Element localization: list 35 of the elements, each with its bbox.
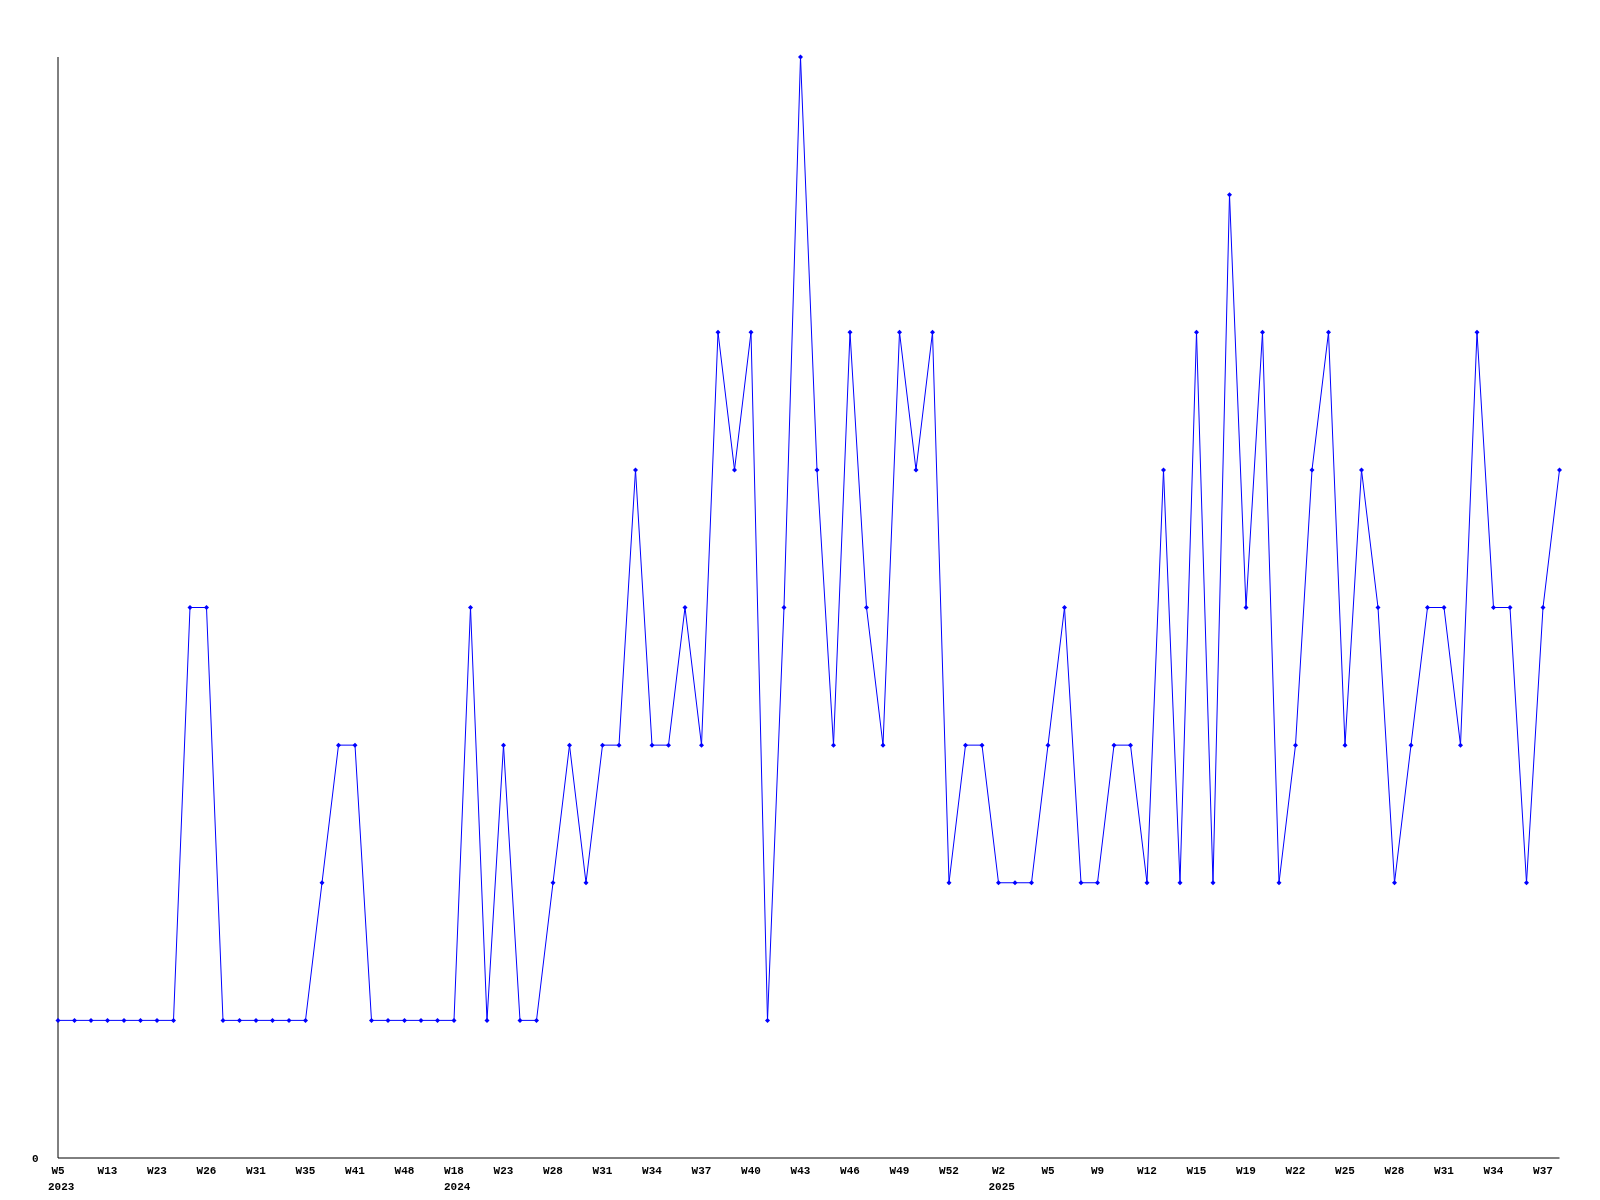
x-tick-label: W35 bbox=[295, 1165, 316, 1177]
x-tick-label: W23 bbox=[493, 1165, 514, 1177]
x-tick-label: W22 bbox=[1285, 1165, 1306, 1177]
x-tick-label: W31 bbox=[592, 1165, 613, 1177]
x-tick-label: W2 bbox=[991, 1165, 1006, 1177]
x-tick-label: W25 bbox=[1335, 1165, 1356, 1177]
x-tick-label: W52 bbox=[939, 1165, 959, 1177]
x-tick-label: W12 bbox=[1137, 1165, 1157, 1177]
x-tick-label: W37 bbox=[1533, 1165, 1553, 1177]
text: 2025 bbox=[988, 1181, 1016, 1193]
text: 2024 bbox=[444, 1181, 471, 1193]
text: 2023 bbox=[48, 1181, 75, 1193]
x-tick-label: W19 bbox=[1236, 1165, 1256, 1177]
x-tick-label: W43 bbox=[790, 1165, 811, 1177]
text: 0 bbox=[32, 1153, 39, 1165]
x-tick-label: W26 bbox=[196, 1165, 217, 1177]
x-tick-label: W28 bbox=[543, 1165, 564, 1177]
x-tick-label: W37 bbox=[691, 1165, 712, 1177]
x-tick-label: W5 bbox=[51, 1165, 65, 1177]
x-tick-label: W46 bbox=[840, 1165, 860, 1177]
x-tick-label: W23 bbox=[147, 1165, 168, 1177]
x-tick-label: W15 bbox=[1186, 1165, 1207, 1177]
x-tick-label: W34 bbox=[1483, 1165, 1504, 1177]
x-tick-label: W49 bbox=[889, 1165, 910, 1177]
x-tick-label: W9 bbox=[1090, 1165, 1105, 1177]
x-tick-label: W28 bbox=[1384, 1165, 1405, 1177]
x-tick-label: W31 bbox=[246, 1165, 267, 1177]
x-tick-label: W31 bbox=[1434, 1165, 1455, 1177]
x-tick-label: W34 bbox=[642, 1165, 663, 1177]
x-tick-label: W18 bbox=[444, 1165, 465, 1177]
x-tick-label: W13 bbox=[97, 1165, 118, 1177]
x-tick-label: W41 bbox=[345, 1165, 366, 1177]
x-tick-label: W40 bbox=[741, 1165, 761, 1177]
x-tick-label: W5 bbox=[1041, 1165, 1055, 1177]
x-tick-label: W48 bbox=[394, 1165, 415, 1177]
